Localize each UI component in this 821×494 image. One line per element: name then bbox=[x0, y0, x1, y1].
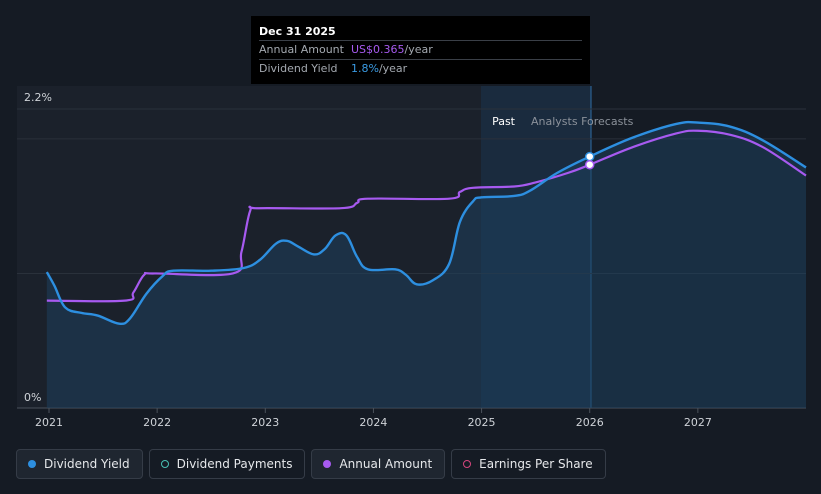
tooltip-value: US$0.365 bbox=[351, 43, 405, 56]
x-tick-label: 2027 bbox=[684, 416, 712, 429]
y-tick-label-top: 2.2% bbox=[24, 91, 52, 104]
x-tick-label: 2023 bbox=[251, 416, 279, 429]
annual-amount-line bbox=[46, 129, 807, 303]
tooltip-label: Dividend Yield bbox=[259, 62, 338, 75]
legend-earnings-per-share-button[interactable]: Earnings Per Share bbox=[451, 449, 606, 479]
dividend-yield-marker bbox=[584, 151, 595, 162]
legend-label: Earnings Per Share bbox=[479, 457, 593, 471]
legend-label: Dividend Yield bbox=[44, 457, 130, 471]
tooltip-value: 1.8% bbox=[351, 62, 379, 75]
y-tick-label-bottom: 0% bbox=[24, 391, 41, 404]
annual-amount-marker bbox=[584, 159, 595, 170]
tooltip-row-annual-amount: Annual Amount US$0.365 /year bbox=[259, 40, 582, 59]
x-axis-ticks: 2021 2022 2023 2024 2025 2026 2027 bbox=[35, 408, 712, 429]
legend-annual-amount-button[interactable]: Annual Amount bbox=[311, 449, 446, 479]
past-label: Past bbox=[492, 115, 516, 128]
x-tick-label: 2026 bbox=[576, 416, 604, 429]
tooltip-row-dividend-yield: Dividend Yield 1.8% /year bbox=[259, 59, 582, 78]
legend-ring-icon bbox=[463, 460, 472, 468]
analysts-forecasts-label: Analysts Forecasts bbox=[531, 115, 634, 128]
tooltip-unit: /year bbox=[404, 43, 433, 56]
x-tick-label: 2024 bbox=[359, 416, 387, 429]
legend-label: Dividend Payments bbox=[176, 457, 293, 471]
x-tick-label: 2025 bbox=[468, 416, 496, 429]
dividend-yield-area bbox=[46, 122, 806, 409]
legend-label: Annual Amount bbox=[339, 457, 433, 471]
tooltip: Dec 31 2025 Annual Amount US$0.365 /year… bbox=[251, 16, 590, 84]
dividend-yield-line bbox=[45, 120, 807, 326]
legend-dividend-payments-button[interactable]: Dividend Payments bbox=[148, 449, 306, 479]
tooltip-unit: /year bbox=[378, 62, 408, 75]
x-tick-label: 2022 bbox=[143, 416, 171, 429]
tooltip-label: Annual Amount bbox=[259, 43, 344, 56]
x-tick-label: 2021 bbox=[35, 416, 63, 429]
legend: Dividend Yield Dividend Payments Annual … bbox=[16, 449, 606, 481]
legend-ring-icon bbox=[160, 460, 169, 468]
tooltip-date: Dec 31 2025 bbox=[259, 25, 336, 38]
legend-dot-icon bbox=[28, 460, 36, 468]
legend-dot-icon bbox=[323, 460, 332, 468]
legend-dividend-yield-button[interactable]: Dividend Yield bbox=[16, 449, 143, 479]
